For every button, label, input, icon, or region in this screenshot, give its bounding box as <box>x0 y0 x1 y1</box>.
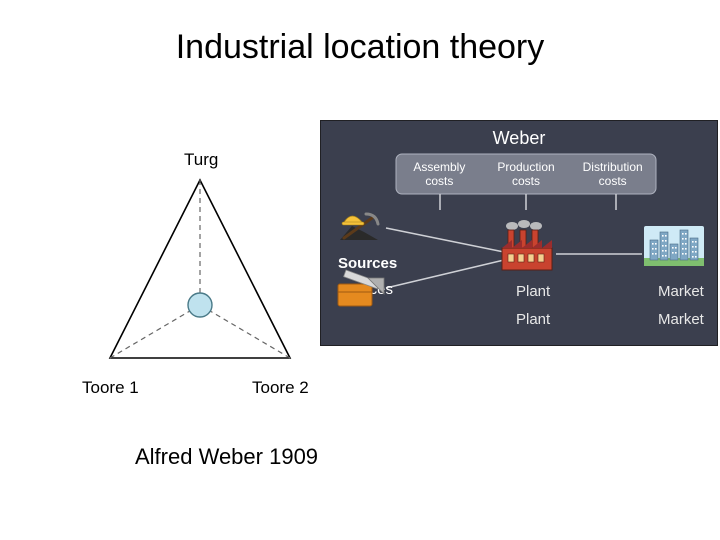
svg-text:Sources: Sources <box>338 255 397 272</box>
weber-costs-panel: WeberAssemblycostsProductioncostsDistrib… <box>320 120 718 346</box>
svg-text:costs: costs <box>425 174 453 188</box>
svg-text:Market: Market <box>658 311 705 328</box>
svg-text:costs: costs <box>599 174 627 188</box>
svg-text:Distribution: Distribution <box>583 160 643 174</box>
svg-text:Assembly: Assembly <box>413 160 465 174</box>
author-caption: Alfred Weber 1909 <box>135 444 318 470</box>
svg-text:Weber: Weber <box>493 128 546 148</box>
svg-text:Plant: Plant <box>516 283 551 300</box>
svg-text:Production: Production <box>497 160 554 174</box>
svg-text:Market: Market <box>658 283 705 300</box>
location-triangle-diagram <box>80 140 340 400</box>
slide-title: Industrial location theory <box>0 28 720 67</box>
svg-text:Plant: Plant <box>516 311 551 328</box>
svg-text:costs: costs <box>512 174 540 188</box>
